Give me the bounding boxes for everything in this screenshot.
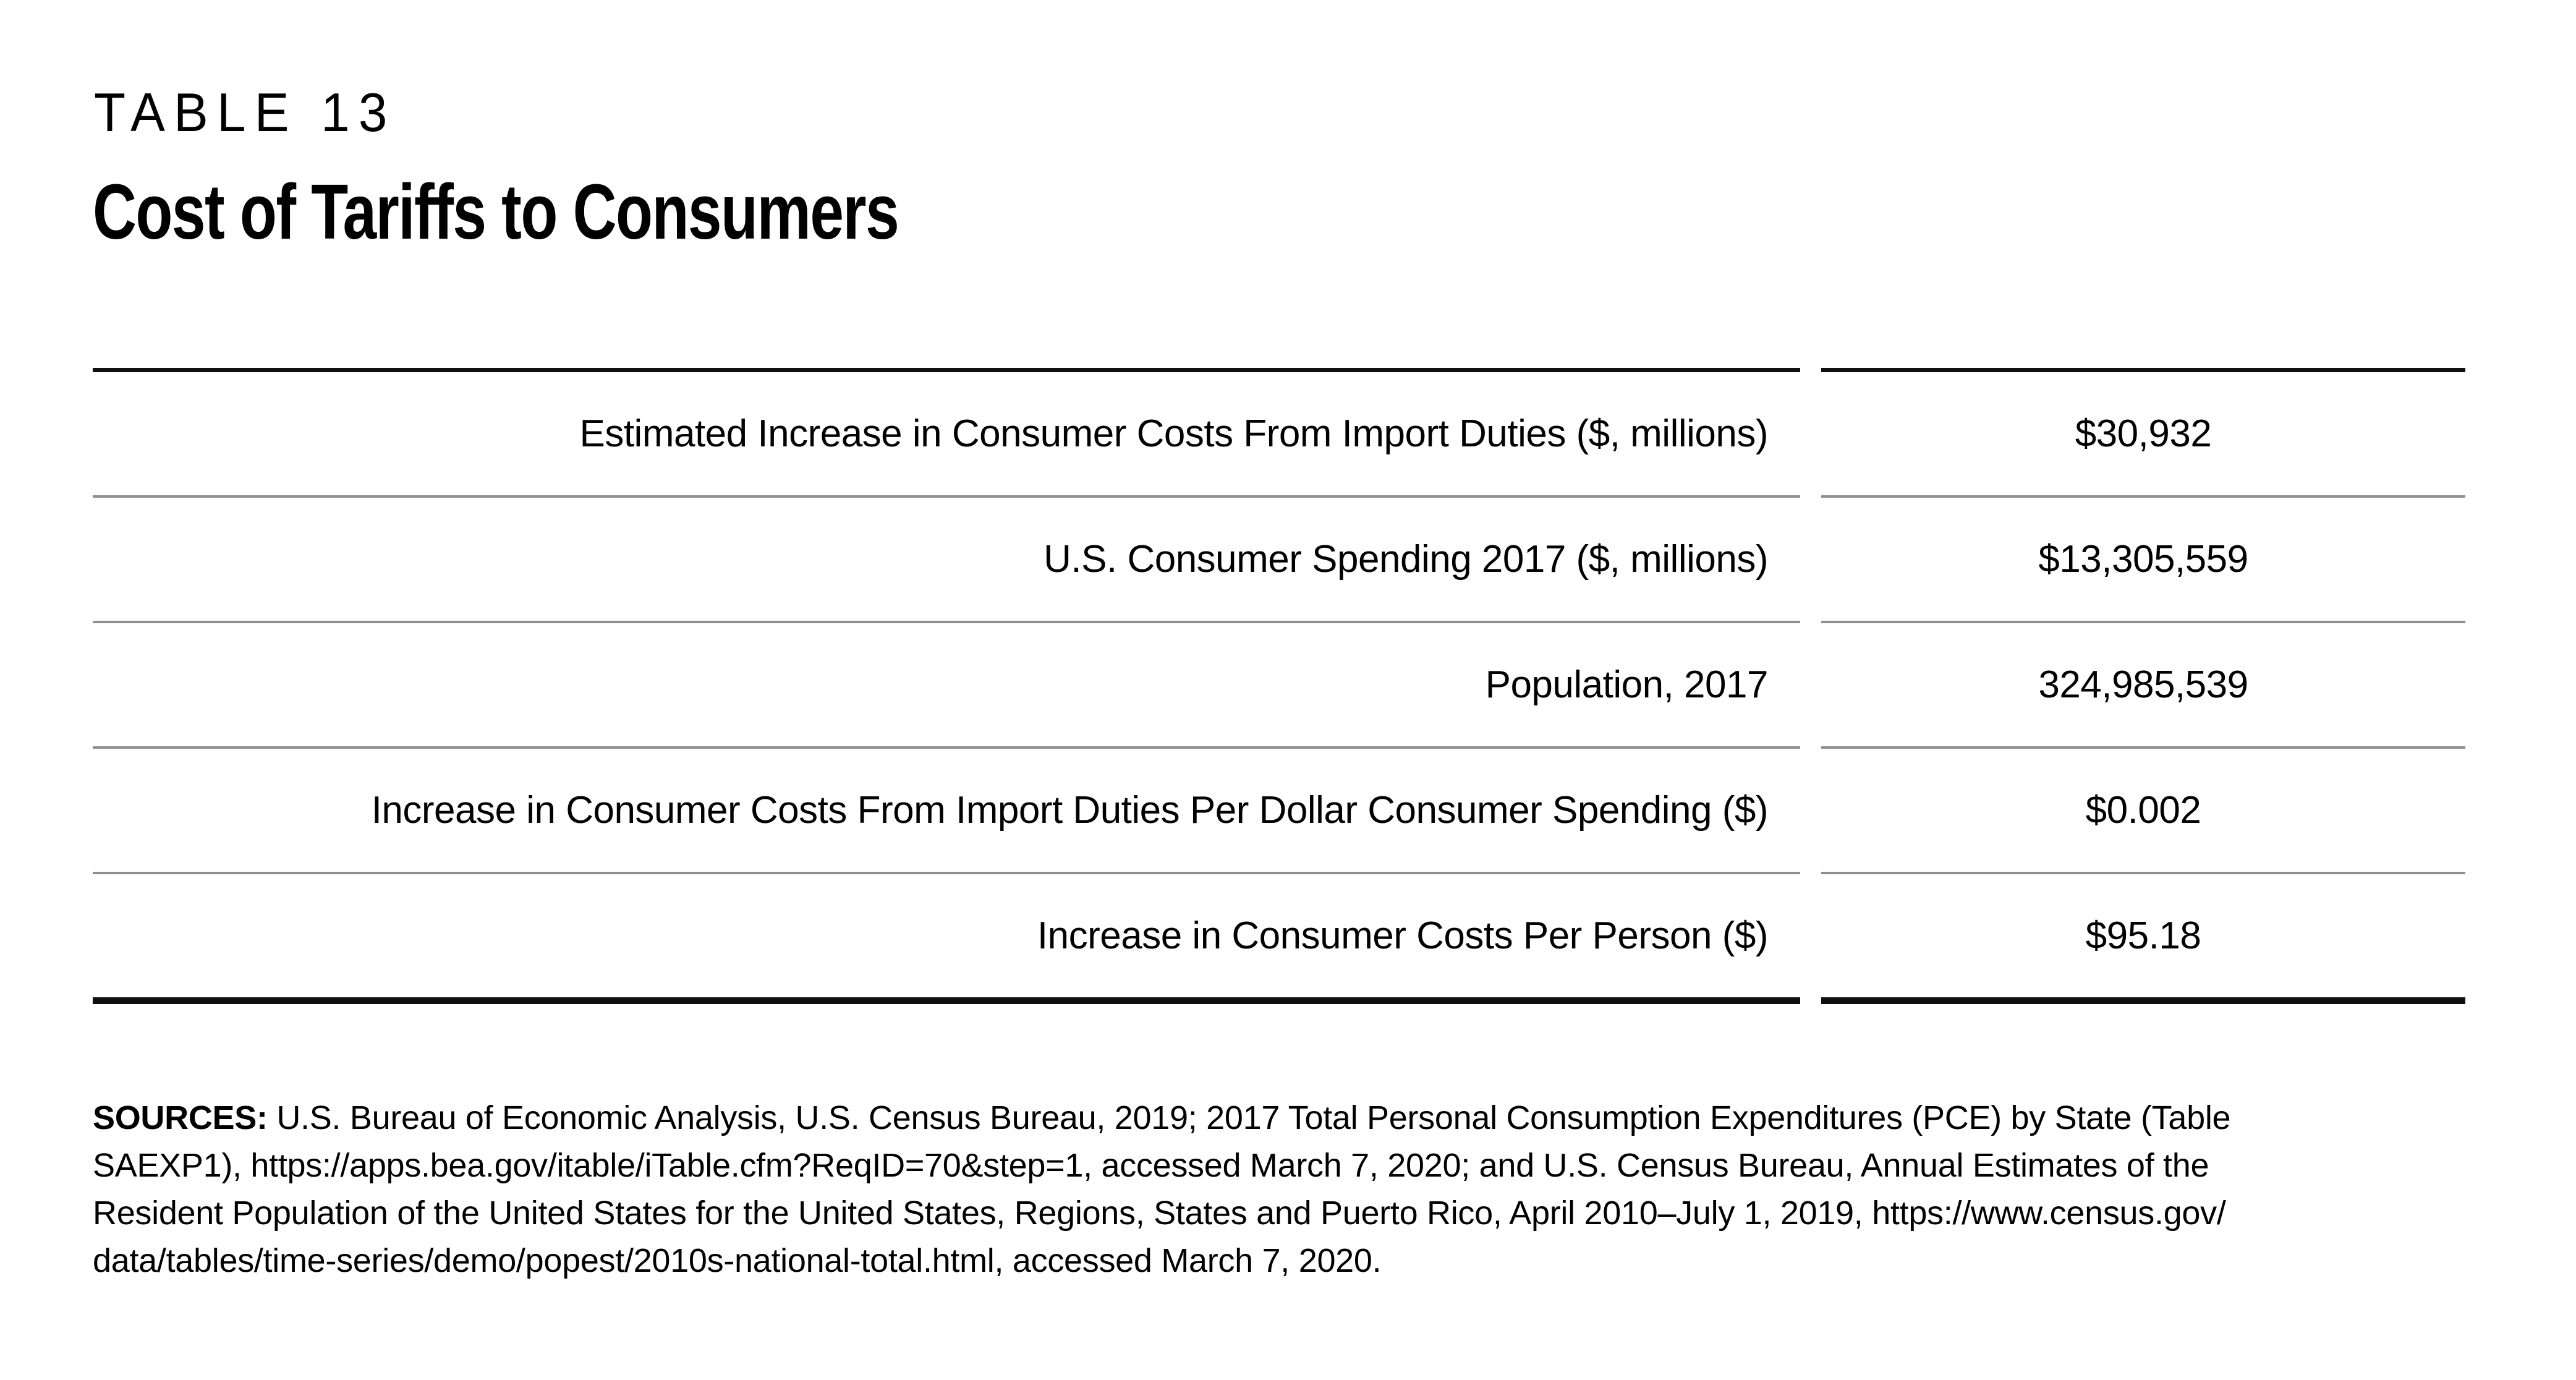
row-value: $30,932 [1821, 372, 2465, 498]
row-value: $95.18 [1821, 874, 2465, 1004]
sources-line: SOURCES: U.S. Bureau of Economic Analysi… [93, 1094, 2231, 1142]
sources-line: Resident Population of the United States… [93, 1195, 2226, 1232]
top-rule-label-segment [93, 368, 1800, 372]
table-top-rule [93, 368, 2465, 372]
table-row: Increase in Consumer Costs Per Person ($… [93, 874, 2465, 1004]
row-value: $13,305,559 [1821, 498, 2465, 623]
table-row: Increase in Consumer Costs From Import D… [93, 749, 2465, 874]
row-value: 324,985,539 [1821, 623, 2465, 749]
sources-note: SOURCES: U.S. Bureau of Economic Analysi… [93, 1094, 2231, 1285]
table-row: Population, 2017 324,985,539 [93, 623, 2465, 749]
top-rule-value-segment [1821, 368, 2465, 372]
row-label: U.S. Consumer Spending 2017 ($, millions… [93, 498, 1800, 623]
sources-line: data/tables/time-series/demo/popest/2010… [93, 1242, 1382, 1279]
table-number: TABLE 13 [94, 82, 396, 143]
row-label: Increase in Consumer Costs Per Person ($… [93, 874, 1800, 1004]
sources-line: SAEXP1), https://apps.bea.gov/itable/iTa… [93, 1147, 2209, 1184]
row-value: $0.002 [1821, 749, 2465, 874]
row-label: Estimated Increase in Consumer Costs Fro… [93, 372, 1800, 498]
sources-text: U.S. Bureau of Economic Analysis, U.S. C… [267, 1099, 2231, 1136]
cost-of-tariffs-table: Estimated Increase in Consumer Costs Fro… [93, 368, 2465, 1004]
page-title: Cost of Tariffs to Consumers [93, 168, 899, 255]
table-row: Estimated Increase in Consumer Costs Fro… [93, 372, 2465, 498]
sources-label: SOURCES: [93, 1099, 268, 1136]
table-row: U.S. Consumer Spending 2017 ($, millions… [93, 498, 2465, 623]
row-label: Population, 2017 [93, 623, 1800, 749]
row-label: Increase in Consumer Costs From Import D… [93, 749, 1800, 874]
